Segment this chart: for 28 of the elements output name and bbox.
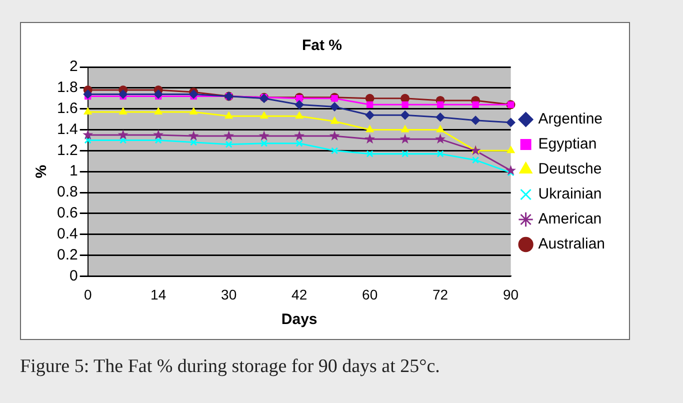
y-tick-label: 1	[70, 162, 78, 180]
caption: Figure 5: The Fat % during storage for 90 days at 25°c.	[20, 356, 441, 378]
y-tick-label: 1.6	[56, 100, 78, 117]
legend-label: Argentine	[538, 110, 603, 128]
x-tick-label: 72	[432, 286, 448, 302]
y-tick-label: 1.8	[56, 79, 78, 96]
y-tick-label: 0.6	[56, 204, 78, 222]
legend-label: Ukrainian	[538, 186, 602, 203]
x-tick-label: 0	[84, 286, 92, 302]
legend-label: American	[538, 210, 602, 228]
y-tick-label: 0.4	[56, 226, 78, 242]
x-tick-label: 90	[503, 286, 519, 302]
legend-label: Egyptian	[538, 136, 597, 153]
legend-label: Deutsche	[538, 160, 602, 178]
legend-label: Australian	[538, 236, 605, 253]
x-tick-label: 42	[292, 286, 308, 302]
y-tick-label: 2	[70, 58, 78, 76]
y-tick-label: 1.2	[56, 142, 78, 159]
y-tick-label: 1.4	[56, 120, 78, 138]
chart-title: Fat %	[302, 37, 342, 54]
y-tick-label: 0.2	[56, 246, 78, 264]
x-tick-label: 30	[221, 286, 237, 302]
x-axis-title: Days	[281, 311, 318, 328]
y-tick-label: 0.8	[56, 184, 78, 201]
y-tick-label: 0	[70, 267, 78, 284]
x-tick-label: 14	[150, 286, 166, 302]
y-axis-title: %	[33, 164, 50, 178]
x-tick-label: 60	[362, 286, 378, 302]
